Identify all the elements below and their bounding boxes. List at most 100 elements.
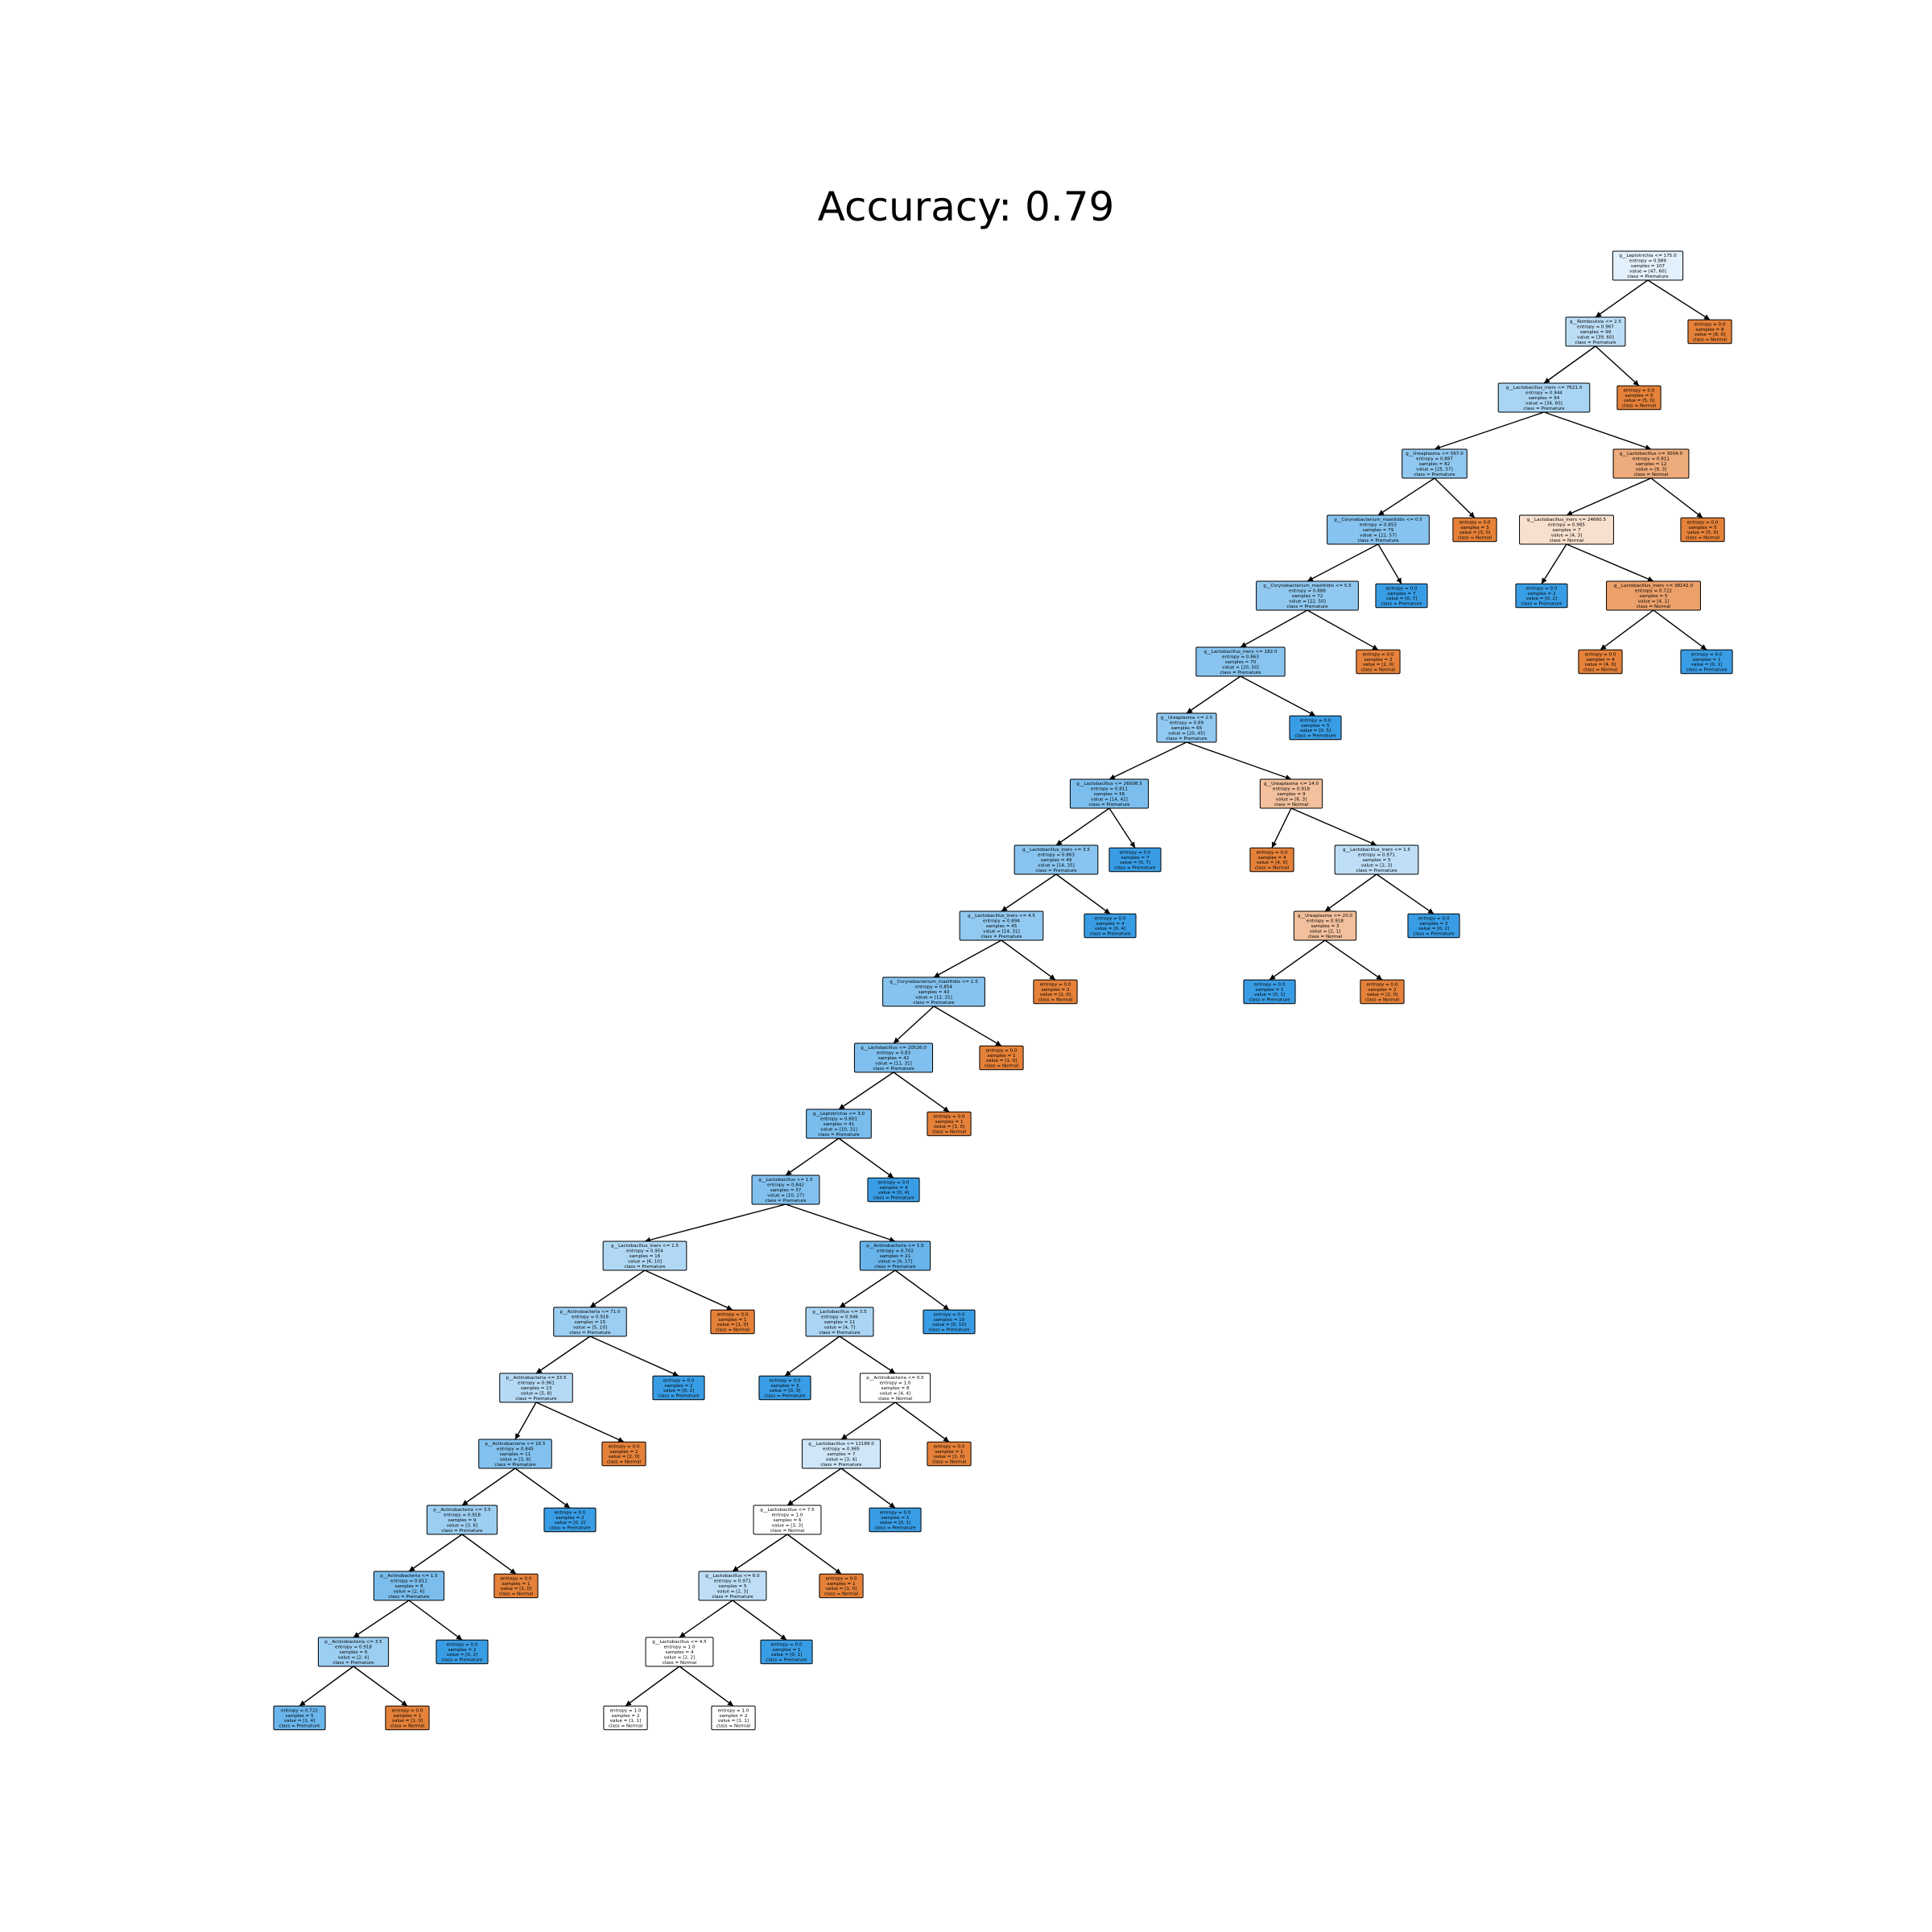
- node-text-line: g__Leptotrichia <= 175.0: [1619, 254, 1677, 258]
- tree-edge: [408, 1534, 463, 1572]
- node-text-line: class = Premature: [1356, 869, 1397, 873]
- node-text-line: samples = 41: [824, 1122, 855, 1127]
- node-text-line: value = [0, 4]: [1095, 927, 1126, 931]
- node-text-line: value = [14, 35]: [1038, 863, 1075, 868]
- node-box: [1612, 448, 1690, 479]
- node-box: [1156, 712, 1217, 743]
- node-text-line: class = Premature: [1381, 602, 1422, 607]
- node-text-line: value = [1, 0]: [986, 1059, 1018, 1063]
- figure-title: Accuracy: 0.79: [817, 184, 1115, 230]
- tree-edge: [461, 1468, 516, 1506]
- node-box: [1249, 847, 1294, 873]
- node-text-line: entropy = 0.985: [1548, 523, 1585, 528]
- node-text-line: value = [3, 0]: [1459, 530, 1491, 535]
- node-text-line: samples = 1: [1255, 988, 1283, 993]
- node-text-line: class = Normal: [716, 1328, 750, 1333]
- node-text-line: class = Normal: [985, 1064, 1019, 1069]
- node-text-line: g__Lactobacillus <= 1.5: [758, 1178, 813, 1183]
- node-text-line: samples = 3: [770, 1384, 799, 1389]
- node-text-line: entropy = 0.854: [915, 985, 952, 990]
- node-text-line: value = [2, 0]: [609, 1455, 640, 1459]
- node-text-line: samples = 5: [1624, 394, 1653, 398]
- node-text-line: samples = 37: [770, 1188, 802, 1193]
- node-text-line: entropy = 0.845: [497, 1447, 534, 1452]
- node-text-line: samples = 94: [1529, 396, 1560, 401]
- node-text-line: entropy = 0.0: [447, 1642, 478, 1647]
- node-text-line: entropy = 0.0: [986, 1048, 1018, 1053]
- node-text-line: class = Premature: [1414, 473, 1455, 477]
- tree-edge: [838, 1071, 894, 1110]
- tree-edge: [1543, 345, 1596, 384]
- tree-edge: [1434, 477, 1476, 518]
- node-text-line: value = [4, 17]: [878, 1259, 912, 1264]
- node-text-line: entropy = 1.0: [664, 1645, 696, 1650]
- node-text-line: value = [1, 1]: [718, 1719, 749, 1724]
- node-text-line: class = Premature: [1114, 866, 1156, 871]
- node-text-line: samples = 1: [987, 1054, 1015, 1059]
- node-text-line: samples = 11: [824, 1320, 856, 1325]
- node-text-line: samples = 7: [827, 1452, 855, 1457]
- node-text-line: value = [10, 31]: [820, 1127, 857, 1132]
- node-text-line: class = Premature: [515, 1397, 557, 1402]
- node-box: [1407, 913, 1460, 939]
- node-text-line: entropy = 0.722: [281, 1708, 318, 1713]
- node-text-line: entropy = 0.971: [714, 1579, 751, 1584]
- node-text-line: class = Premature: [1294, 734, 1336, 739]
- node-text-line: value = [2, 0]: [1040, 993, 1071, 997]
- tree-edge: [785, 1203, 896, 1243]
- tree-edge: [1055, 873, 1111, 914]
- node-text-line: class = Premature: [764, 1394, 806, 1399]
- node-text-line: value = [3, 6]: [447, 1523, 478, 1528]
- node-box: [543, 1507, 597, 1533]
- node-text-line: samples = 1: [1692, 658, 1720, 663]
- node-text-line: samples = 7: [1387, 592, 1415, 597]
- node-text-line: class = Premature: [1035, 869, 1077, 873]
- node-text-line: entropy = 0.918: [1273, 787, 1310, 792]
- tree-edge: [589, 1269, 646, 1308]
- node-box: [710, 1309, 755, 1335]
- node-text-line: entropy = 0.918: [572, 1315, 609, 1320]
- node-text-line: class = Premature: [1286, 605, 1328, 609]
- node-text-line: class = Normal: [663, 1661, 697, 1666]
- node-text-line: value = [0, 2]: [555, 1521, 586, 1525]
- node-text-line: value = [47, 60]: [1629, 269, 1666, 274]
- node-text-line: entropy = 0.0: [555, 1510, 586, 1515]
- node-text-line: p__Actinobacteria <= 16.5: [485, 1442, 545, 1447]
- node-text-line: entropy = 0.0: [1526, 586, 1558, 591]
- node-text-line: entropy = 0.0: [1120, 850, 1151, 855]
- tree-edge: [1543, 411, 1652, 451]
- tree-edge: [299, 1666, 354, 1707]
- node-text-line: entropy = 0.0: [878, 1180, 910, 1185]
- tree-edge: [840, 1468, 896, 1509]
- node-text-line: samples = 1: [772, 1648, 800, 1653]
- node-text-line: value = [3, 4]: [826, 1457, 857, 1462]
- node-text-line: class = Normal: [1686, 536, 1720, 541]
- tree-edge: [893, 1005, 935, 1044]
- tree-edge: [1108, 741, 1187, 780]
- node-box: [882, 976, 985, 1007]
- node-text-line: class = Premature: [928, 1328, 970, 1333]
- tree-node-9: g__Lactobacillus_iners <= 24660.5entropy…: [1519, 514, 1614, 545]
- node-text-line: entropy = 0.0: [1687, 520, 1719, 525]
- node-text-line: samples = 45: [986, 924, 1018, 929]
- node-text-line: class = Premature: [332, 1661, 374, 1666]
- node-text-line: class = Premature: [873, 1196, 914, 1201]
- node-text-line: entropy = 0.811: [1633, 457, 1670, 462]
- node-box: [602, 1241, 687, 1271]
- node-text-line: class = Premature: [1166, 737, 1208, 741]
- node-text-line: value = [1, 0]: [934, 1125, 965, 1129]
- node-text-line: class = Normal: [1274, 803, 1309, 807]
